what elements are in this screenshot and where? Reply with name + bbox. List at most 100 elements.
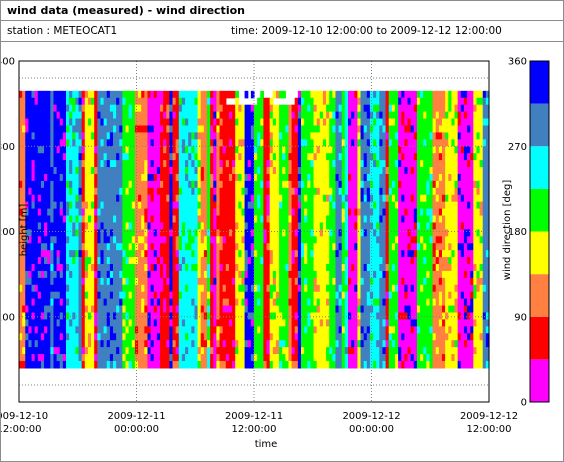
heatmap-cell — [125, 90, 130, 99]
heatmap-cell — [72, 284, 76, 293]
heatmap-cell — [391, 312, 396, 321]
heatmap-cell — [228, 180, 233, 189]
heatmap-cell — [34, 236, 39, 244]
heatmap-cell — [191, 354, 196, 362]
heatmap-cell — [373, 104, 377, 113]
heatmap-cell — [144, 333, 149, 341]
heatmap-cell — [338, 340, 343, 348]
heatmap-cell — [122, 167, 127, 175]
heatmap-cell — [322, 354, 327, 362]
heatmap-cell — [200, 160, 205, 168]
heatmap-cell — [344, 222, 349, 230]
heatmap-cell — [163, 125, 167, 133]
heatmap-cell — [62, 257, 67, 265]
heatmap-cell — [354, 354, 358, 362]
heatmap-cell — [87, 360, 92, 369]
heatmap-cell — [263, 333, 268, 341]
heatmap-cell — [232, 104, 236, 113]
heatmap-cell — [178, 222, 183, 230]
heatmap-cell — [28, 291, 33, 300]
heatmap-cell — [69, 291, 73, 300]
heatmap-cell — [28, 215, 33, 224]
heatmap-cell — [134, 125, 139, 133]
heatmap-cell — [81, 215, 86, 224]
heatmap-cell — [40, 187, 45, 196]
heatmap-cell — [175, 312, 180, 321]
heatmap-cell — [279, 90, 283, 99]
heatmap-cell — [235, 354, 239, 362]
heatmap-cell — [185, 173, 189, 182]
heatmap-cell — [122, 264, 127, 272]
heatmap-cell — [47, 132, 51, 140]
heatmap-cell — [81, 201, 86, 210]
heatmap-cell — [119, 160, 123, 168]
heatmap-cell — [279, 277, 283, 286]
heatmap-cell — [75, 360, 80, 369]
heatmap-cell — [235, 146, 239, 154]
heatmap-cell — [194, 167, 199, 175]
heatmap-cell — [125, 104, 130, 113]
heatmap-cell — [72, 208, 76, 217]
heatmap-cell — [366, 270, 371, 279]
heatmap-cell — [153, 111, 158, 120]
heatmap-cell — [122, 222, 127, 230]
heatmap-cell — [348, 146, 352, 154]
heatmap-cell — [225, 291, 230, 300]
heatmap-cell — [131, 340, 136, 348]
heatmap-cell — [81, 187, 86, 196]
heatmap-cell — [141, 284, 145, 293]
heatmap-cell — [269, 153, 274, 161]
heatmap-cell — [247, 236, 252, 244]
heatmap-cell — [116, 354, 120, 362]
heatmap-cell — [379, 111, 384, 120]
heatmap-cell — [113, 104, 117, 113]
heatmap-cell — [156, 347, 161, 355]
heatmap-cell — [44, 208, 48, 217]
heatmap-cell — [385, 257, 390, 265]
heatmap-cell — [109, 340, 114, 348]
heatmap-cell — [128, 187, 133, 196]
heatmap-cell — [69, 201, 73, 210]
heatmap-cell — [207, 270, 211, 279]
heatmap-cell — [166, 257, 170, 265]
heatmap-cell — [72, 125, 76, 133]
heatmap-cell — [166, 97, 170, 106]
heatmap-cell — [216, 187, 221, 196]
heatmap-cell — [216, 153, 221, 161]
heatmap-cell — [354, 264, 358, 272]
heatmap-cell — [116, 111, 120, 120]
heatmap-cell — [37, 284, 42, 293]
heatmap-cell — [357, 153, 362, 161]
heatmap-cell — [44, 284, 48, 293]
heatmap-cell — [322, 277, 327, 286]
heatmap-cell — [175, 215, 180, 224]
heatmap-cell — [238, 298, 243, 307]
heatmap-cell — [119, 173, 123, 182]
heatmap-cell — [369, 118, 374, 127]
heatmap-cell — [382, 312, 387, 321]
heatmap-cell — [310, 222, 315, 230]
heatmap-cell — [166, 298, 170, 307]
heatmap-cell — [100, 90, 105, 99]
heatmap-cell — [75, 340, 80, 348]
heatmap-cell — [53, 180, 58, 189]
heatmap-cell — [238, 347, 243, 355]
heatmap-cell — [207, 180, 211, 189]
heatmap-cell — [94, 257, 98, 265]
heatmap-cell — [141, 312, 145, 321]
heatmap-cell — [260, 270, 264, 279]
heatmap-cell — [141, 354, 145, 362]
heatmap-cell — [22, 360, 26, 369]
heatmap-cell — [75, 139, 80, 147]
heatmap-cell — [19, 222, 23, 230]
heatmap-cell — [294, 97, 299, 106]
heatmap-cell — [310, 319, 315, 327]
heatmap-cell — [138, 270, 142, 279]
heatmap-cell — [407, 104, 412, 113]
heatmap-cell — [219, 160, 224, 168]
heatmap-cell — [200, 284, 205, 293]
heatmap-cell — [254, 270, 258, 279]
heatmap-cell — [225, 264, 230, 272]
heatmap-cell — [200, 257, 205, 265]
heatmap-cell — [404, 111, 409, 120]
